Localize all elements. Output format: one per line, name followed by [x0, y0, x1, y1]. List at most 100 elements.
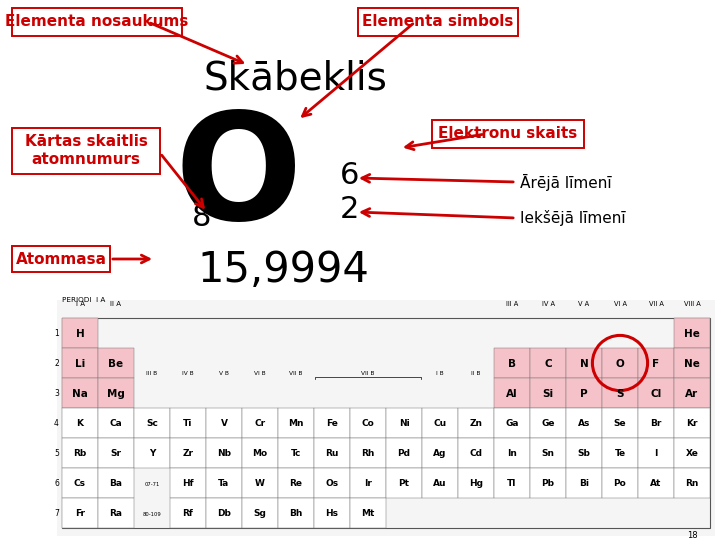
Text: Au: Au — [433, 479, 446, 488]
Bar — [63, 498, 98, 528]
Bar — [387, 408, 422, 438]
Bar — [423, 468, 458, 498]
Text: VII B: VII B — [289, 371, 302, 376]
Bar — [99, 348, 134, 377]
Bar — [57, 300, 715, 536]
Text: F: F — [652, 359, 660, 369]
Text: 1: 1 — [54, 328, 59, 338]
Text: VII B: VII B — [361, 371, 374, 376]
Text: Rf: Rf — [183, 509, 194, 518]
Bar — [387, 438, 422, 468]
FancyBboxPatch shape — [358, 8, 518, 36]
Text: Mt: Mt — [361, 509, 374, 518]
Text: Hg: Hg — [469, 479, 483, 488]
Text: Mo: Mo — [253, 449, 268, 458]
Bar — [567, 468, 602, 498]
Bar — [531, 468, 566, 498]
Text: Kr: Kr — [686, 419, 698, 428]
Text: 6: 6 — [340, 160, 359, 190]
Text: Skābeklis: Skābeklis — [203, 59, 387, 97]
Bar — [63, 348, 98, 377]
Text: Ārējā līmenī: Ārējā līmenī — [520, 173, 611, 191]
Bar — [639, 468, 674, 498]
Bar — [459, 408, 494, 438]
Bar — [171, 498, 206, 528]
Bar — [315, 408, 350, 438]
Text: Sb: Sb — [577, 449, 590, 458]
Bar — [63, 379, 98, 408]
Text: III B: III B — [146, 371, 158, 376]
Bar — [135, 438, 170, 468]
Text: V A: V A — [578, 301, 590, 307]
Text: 18: 18 — [687, 531, 697, 540]
Text: Pb: Pb — [541, 479, 554, 488]
Bar — [675, 468, 710, 498]
Bar — [567, 379, 602, 408]
Text: Cr: Cr — [254, 419, 266, 428]
Bar — [351, 438, 386, 468]
Text: Si: Si — [542, 389, 554, 399]
Text: Te: Te — [614, 449, 626, 458]
Text: VI A: VI A — [613, 301, 626, 307]
Bar — [351, 468, 386, 498]
Text: V B: V B — [219, 371, 229, 376]
Bar — [207, 408, 242, 438]
Text: Rn: Rn — [685, 479, 698, 488]
Bar — [243, 438, 278, 468]
Text: 3: 3 — [54, 388, 59, 397]
Bar — [423, 438, 458, 468]
Text: Os: Os — [325, 479, 338, 488]
Bar — [243, 498, 278, 528]
Bar — [62, 318, 710, 528]
Text: 7: 7 — [54, 509, 59, 517]
Bar — [315, 438, 350, 468]
Text: H: H — [76, 329, 84, 339]
Text: Ca: Ca — [109, 419, 122, 428]
Bar — [639, 438, 674, 468]
Text: Zr: Zr — [182, 449, 194, 458]
Text: 6: 6 — [54, 478, 59, 488]
Text: Cs: Cs — [74, 479, 86, 488]
Bar — [279, 498, 314, 528]
Text: Atommasa: Atommasa — [16, 252, 107, 267]
Text: Be: Be — [109, 359, 124, 369]
Bar — [207, 438, 242, 468]
Bar — [99, 468, 134, 498]
Bar — [315, 498, 350, 528]
Text: Co: Co — [361, 419, 374, 428]
Text: Li: Li — [75, 359, 85, 369]
Text: 07-71: 07-71 — [144, 482, 160, 487]
Bar — [279, 408, 314, 438]
Text: P: P — [580, 389, 588, 399]
Bar — [351, 408, 386, 438]
Text: Ga: Ga — [505, 419, 518, 428]
Bar — [135, 408, 170, 438]
Text: He: He — [684, 329, 700, 339]
Bar — [603, 468, 638, 498]
Text: Tc: Tc — [291, 449, 301, 458]
Bar — [243, 408, 278, 438]
Bar — [495, 379, 530, 408]
Text: Mn: Mn — [288, 419, 304, 428]
Text: Bi: Bi — [579, 479, 589, 488]
Bar — [459, 438, 494, 468]
Text: Mg: Mg — [107, 389, 125, 399]
Bar — [63, 408, 98, 438]
Text: In: In — [507, 449, 517, 458]
Bar — [279, 498, 314, 528]
Bar — [495, 468, 530, 498]
Text: II B: II B — [472, 371, 481, 376]
Bar — [99, 498, 134, 528]
Bar — [531, 348, 566, 377]
Text: 4: 4 — [54, 418, 59, 428]
Text: 8: 8 — [192, 204, 212, 233]
Text: Sc: Sc — [146, 419, 158, 428]
Bar — [531, 379, 566, 408]
Text: Hs: Hs — [325, 509, 338, 518]
Text: C: C — [544, 359, 552, 369]
Bar — [63, 318, 98, 348]
Text: Re: Re — [289, 479, 302, 488]
Text: Ar: Ar — [685, 389, 698, 399]
Text: Po: Po — [613, 479, 626, 488]
Text: Br: Br — [650, 419, 662, 428]
